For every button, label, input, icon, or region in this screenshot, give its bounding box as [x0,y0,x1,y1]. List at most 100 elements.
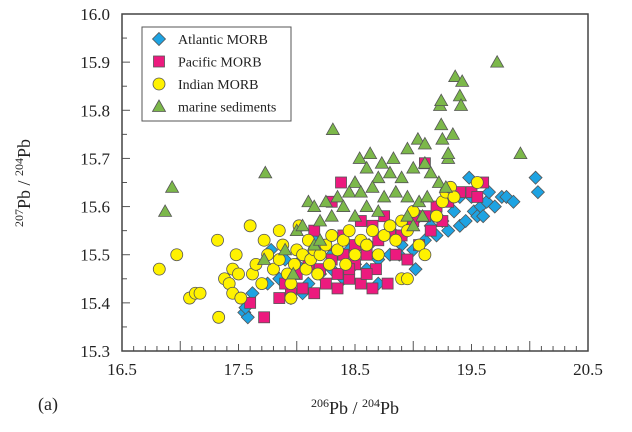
data-point-circle [257,233,271,247]
data-point-circle [284,291,298,305]
x-tick-label: 18.5 [340,360,370,379]
x-label-part-1: Pb / [329,398,362,418]
x-tick-label: 16.5 [107,360,137,379]
data-point-triangle [406,218,421,232]
data-point-triangle [453,98,469,111]
data-point-triangle [394,170,409,184]
data-point-circle [401,272,414,286]
x-label-part-2: Pb [380,398,399,418]
data-point-circle [288,257,301,271]
data-point-triangle [318,194,334,208]
y-tick-label: 15.4 [80,294,110,313]
y-tick-label: 15.9 [80,53,110,72]
data-point-circle [284,277,298,291]
y-superscript-1: 207 [12,209,26,227]
legend-label: Atlantic MORB [178,33,268,48]
circle-legend-icon [152,77,166,91]
data-point-circle [430,209,443,223]
data-point-circle [336,233,350,247]
data-point-triangle [400,189,415,203]
data-point-triangle [434,117,449,131]
data-point-circle [232,267,245,281]
x-superscript-1: 206 [311,396,329,410]
series-marine-sediments [157,54,528,280]
data-point-circle [377,229,391,242]
data-point-circle [212,310,226,324]
data-points [152,54,545,325]
data-point-triangle [374,155,389,169]
data-point-square [424,224,437,237]
y-tick-label: 15.6 [80,198,110,217]
data-point-square [389,248,402,261]
data-point-square [308,287,321,300]
x-tick-label: 20.5 [573,360,603,379]
legend-box [141,26,292,122]
data-point-square [401,253,414,266]
data-point-square [335,176,347,189]
panel-label: (a) [38,394,58,415]
x-tick-labels: 16.5 17.5 18.5 19.5 20.5 [107,360,603,379]
data-point-circle [243,219,257,233]
data-point-diamond [476,209,491,224]
data-point-circle [470,176,484,189]
data-point-triangle [258,165,273,179]
data-point-circle [447,190,461,204]
data-point-triangle [448,69,463,82]
data-point-square [331,268,344,280]
data-point-diamond [240,310,255,325]
data-point-triangle [157,204,173,217]
data-point-diamond [408,262,423,277]
data-point-circle [322,257,336,271]
data-point-circle [272,253,286,266]
data-point-triangle [489,54,505,68]
data-point-triangle [388,184,403,198]
data-point-triangle [286,266,301,280]
square-legend-icon [153,55,165,68]
data-point-circle [170,248,184,262]
data-point-triangle [353,184,369,198]
data-point-circle [366,224,379,238]
diamond-legend-icon [151,31,167,47]
data-point-triangle [341,184,357,198]
data-point-circle [229,248,243,262]
data-point-diamond [458,213,473,229]
data-point-triangle [295,218,310,232]
data-point-triangle [371,204,386,217]
data-point-triangle [330,189,345,203]
data-point-circle [331,243,344,257]
data-point-triangle [362,146,378,160]
y-tick-labels: 15.3 15.4 15.5 15.6 15.7 15.8 15.9 16.0 [80,5,110,361]
x-tick-label: 19.5 [457,360,487,379]
data-point-circle [267,262,280,276]
data-point-triangle [371,170,386,184]
data-point-triangle [164,180,180,193]
data-point-triangle [352,151,367,164]
data-point-diamond [487,199,502,214]
data-point-triangle [382,165,398,179]
data-point-triangle [256,252,272,265]
data-point-diamond [481,185,497,200]
data-point-triangle [400,208,415,222]
data-point-circle [152,262,166,276]
y-superscript-2: 204 [12,158,26,176]
data-point-diamond [441,223,456,238]
legend: Atlantic MORB Pacific MORB Indian MORB mari… [141,26,292,122]
data-point-triangle [410,131,426,145]
data-point-triangle [423,165,438,179]
y-label-part-1: Pb / [14,176,34,209]
y-axis-title: 207Pb / 204Pb [12,139,34,227]
data-point-triangle [452,88,468,102]
data-point-triangle [441,146,456,160]
data-point-triangle [435,131,450,145]
data-point-triangle [336,199,351,212]
data-point-square [273,292,286,304]
data-point-square [319,277,332,290]
data-point-circle [325,229,339,242]
data-point-square [381,277,394,290]
legend-label: Pacific MORB [178,56,262,71]
data-point-triangle [431,175,447,188]
data-point-square [471,191,484,203]
legend-label: Indian MORB [178,78,259,93]
data-point-triangle [307,199,322,212]
